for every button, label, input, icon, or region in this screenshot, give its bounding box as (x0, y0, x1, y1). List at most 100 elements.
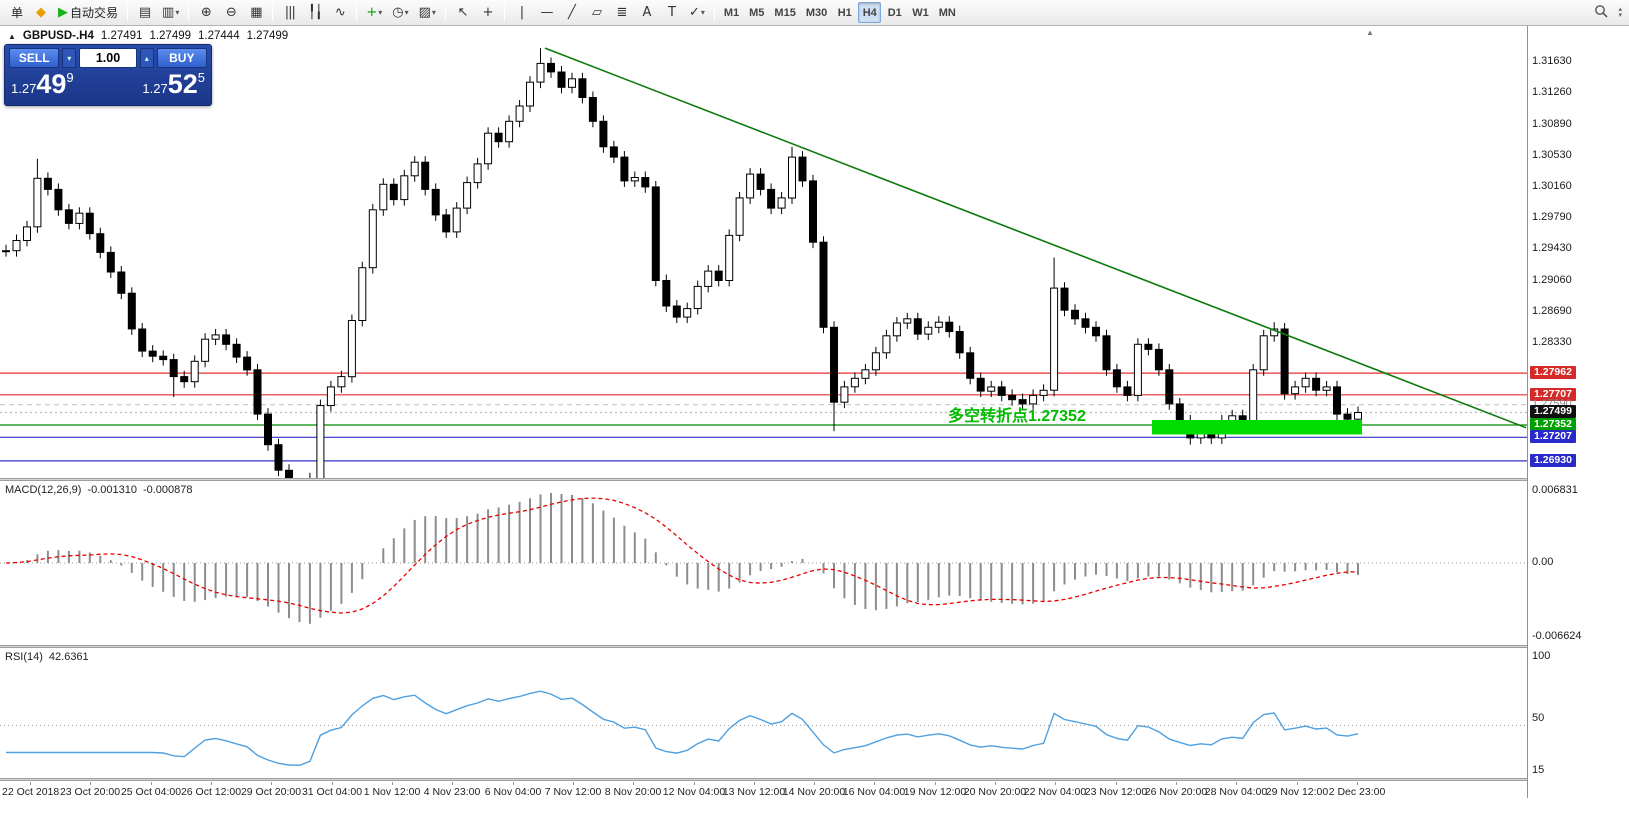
price-scale-label: 1.31260 (1532, 86, 1572, 98)
turning-point-annotation[interactable]: 多空转折点1.27352 (948, 406, 1086, 425)
sell-price[interactable]: 1.27 49 9 (11, 69, 74, 99)
timeframe-h1-button[interactable]: H1 (833, 2, 856, 23)
timeframe-mn-button[interactable]: MN (935, 2, 960, 23)
trendline-button[interactable]: ╱ (560, 2, 583, 23)
volume-increase-button[interactable]: ▴ (140, 48, 154, 68)
macd-chart[interactable] (0, 481, 1527, 645)
support-band[interactable] (1152, 420, 1362, 435)
horizontal-line-button[interactable]: — (535, 2, 558, 23)
timeframe-d1-button[interactable]: D1 (883, 2, 906, 23)
dropdown-arrow-icon[interactable]: ▾ (404, 8, 409, 17)
dropdown-arrow-icon[interactable]: ▾ (431, 8, 436, 17)
dropdown-arrow-icon[interactable]: ▾ (700, 8, 705, 17)
new-order-button[interactable]: 单 (4, 2, 27, 23)
text-button[interactable]: A (635, 2, 658, 23)
buy-price[interactable]: 1.27 52 5 (142, 69, 205, 99)
candle-body (117, 271, 126, 294)
candle-body (1249, 369, 1258, 422)
crosshair-button[interactable]: + (476, 2, 499, 23)
alerts-button[interactable]: ◆ (29, 2, 52, 23)
dropdown-arrow-icon[interactable]: ▾ (175, 8, 180, 17)
candle-body (1312, 377, 1321, 391)
candle-body (180, 376, 189, 383)
candle-body (1280, 328, 1289, 395)
volume-decrease-button[interactable]: ▾ (62, 48, 76, 68)
timeframe-m15-button[interactable]: M15 (770, 2, 799, 23)
price-axis[interactable]: 1.31630 1.31260 1.30890 1.30530 1.30160 1.297… (1528, 26, 1629, 798)
indicators-button[interactable]: + ▾ (362, 2, 386, 23)
fibonacci-button[interactable]: ≣ (610, 2, 633, 23)
pane-separator[interactable] (0, 645, 1629, 648)
dropdown-arrow-icon[interactable]: ▾ (378, 8, 383, 17)
timeframe-h4-button[interactable]: H4 (858, 2, 882, 23)
zoom-in-button[interactable]: ⊕ (194, 2, 217, 23)
candle-body (264, 413, 272, 446)
descending-trendline[interactable] (544, 47, 1527, 429)
candlestick-chart-button[interactable]: ╿╽ (303, 2, 326, 23)
tile-windows-button[interactable]: ▦ (244, 2, 267, 23)
timeframe-m1-button[interactable]: M1 (720, 2, 743, 23)
toolbar-separator (713, 4, 715, 21)
candle-body (966, 352, 975, 379)
overflow-up-icon: ▴ (1618, 5, 1622, 13)
pane-separator[interactable] (0, 478, 1629, 481)
templates-button[interactable]: ▨ ▾ (415, 2, 440, 23)
vertical-line-button[interactable]: | (510, 2, 533, 23)
timeframe-m1-button-label: M1 (723, 6, 740, 19)
text-label-button[interactable]: T (660, 2, 683, 23)
search-icon[interactable] (1594, 4, 1609, 21)
time-tick (1055, 782, 1056, 785)
symbol-header: ▲ GBPUSD-.H4 1.27491 1.27499 1.27444 1.2… (8, 30, 288, 42)
candle-body (23, 226, 31, 241)
new-chart-button[interactable]: ▤ (133, 2, 156, 23)
candle-body (882, 335, 891, 354)
candle-body (64, 209, 73, 224)
periods-button[interactable]: ◷ ▾ (388, 2, 412, 23)
volume-input[interactable] (79, 48, 137, 68)
sell-button[interactable]: SELL (9, 48, 60, 68)
candlestick-chart[interactable]: 多空转折点1.27352 (0, 26, 1527, 478)
price-scale-label: 1.31630 (1532, 55, 1572, 67)
rsi-chart[interactable] (0, 648, 1527, 778)
arrows-button[interactable]: ✓ ▾ (685, 2, 709, 23)
candle-body (1175, 403, 1184, 422)
autotrading-button[interactable]: ▶ 自动交易 (54, 2, 122, 23)
line-chart-button[interactable]: ∿ (328, 2, 351, 23)
time-tick (874, 782, 875, 785)
timeframe-h4-button-label: H4 (862, 6, 877, 19)
price-axis-divider[interactable] (1527, 26, 1528, 798)
bar-chart-button[interactable]: ||| (278, 2, 301, 23)
one-click-toggle-icon[interactable]: ▲ (8, 31, 16, 41)
zoom-out-button[interactable]: ⊖ (219, 2, 242, 23)
candle-body (819, 241, 828, 328)
macd-pane[interactable]: MACD(12,26,9) -0.001310 -0.000878 (0, 481, 1527, 645)
autotrading-icon: ▶ (58, 5, 68, 20)
channel-button[interactable]: ▱ (585, 2, 608, 23)
time-axis[interactable]: 22 Oct 2018 23 Oct 20:00 25 Oct 04:00 26 Oc… (0, 782, 1527, 802)
pane-separator[interactable] (0, 778, 1629, 781)
main-chart-pane[interactable]: 多空转折点1.27352 ▲ GBPUSD-.H4 1.27491 1.2749… (0, 26, 1527, 478)
price-level-tag[interactable]: 1.27707 (1530, 388, 1576, 401)
time-axis-label: 13 Nov 12:00 (722, 786, 786, 798)
chart-shift-marker[interactable]: ▲ (1366, 28, 1374, 37)
candle-body (1322, 386, 1331, 391)
cursor-button[interactable]: ↖ (451, 2, 474, 23)
rsi-pane[interactable]: RSI(14) 42.6361 (0, 648, 1527, 778)
candle-body (410, 161, 419, 177)
macd-signal-line (5, 497, 1359, 614)
price-level-tag[interactable]: 1.27352 (1530, 418, 1576, 431)
candle-body (1154, 348, 1163, 371)
candle-body (1291, 386, 1300, 395)
timeframe-m5-button[interactable]: M5 (745, 2, 768, 23)
buy-button[interactable]: BUY (156, 48, 207, 68)
price-level-tag[interactable]: 1.27207 (1530, 430, 1576, 443)
price-level-tag[interactable]: 1.27962 (1530, 366, 1576, 379)
candle-body (924, 326, 933, 335)
toolbar-overflow[interactable]: ▴ ▾ (1618, 5, 1622, 19)
candle-body (1081, 318, 1090, 328)
profiles-button[interactable]: ▥ ▾ (158, 2, 183, 23)
price-level-tag[interactable]: 1.26930 (1530, 454, 1576, 467)
price-level-tag[interactable]: 1.27499 (1530, 405, 1576, 418)
timeframe-m30-button[interactable]: M30 (802, 2, 831, 23)
timeframe-w1-button[interactable]: W1 (908, 2, 933, 23)
